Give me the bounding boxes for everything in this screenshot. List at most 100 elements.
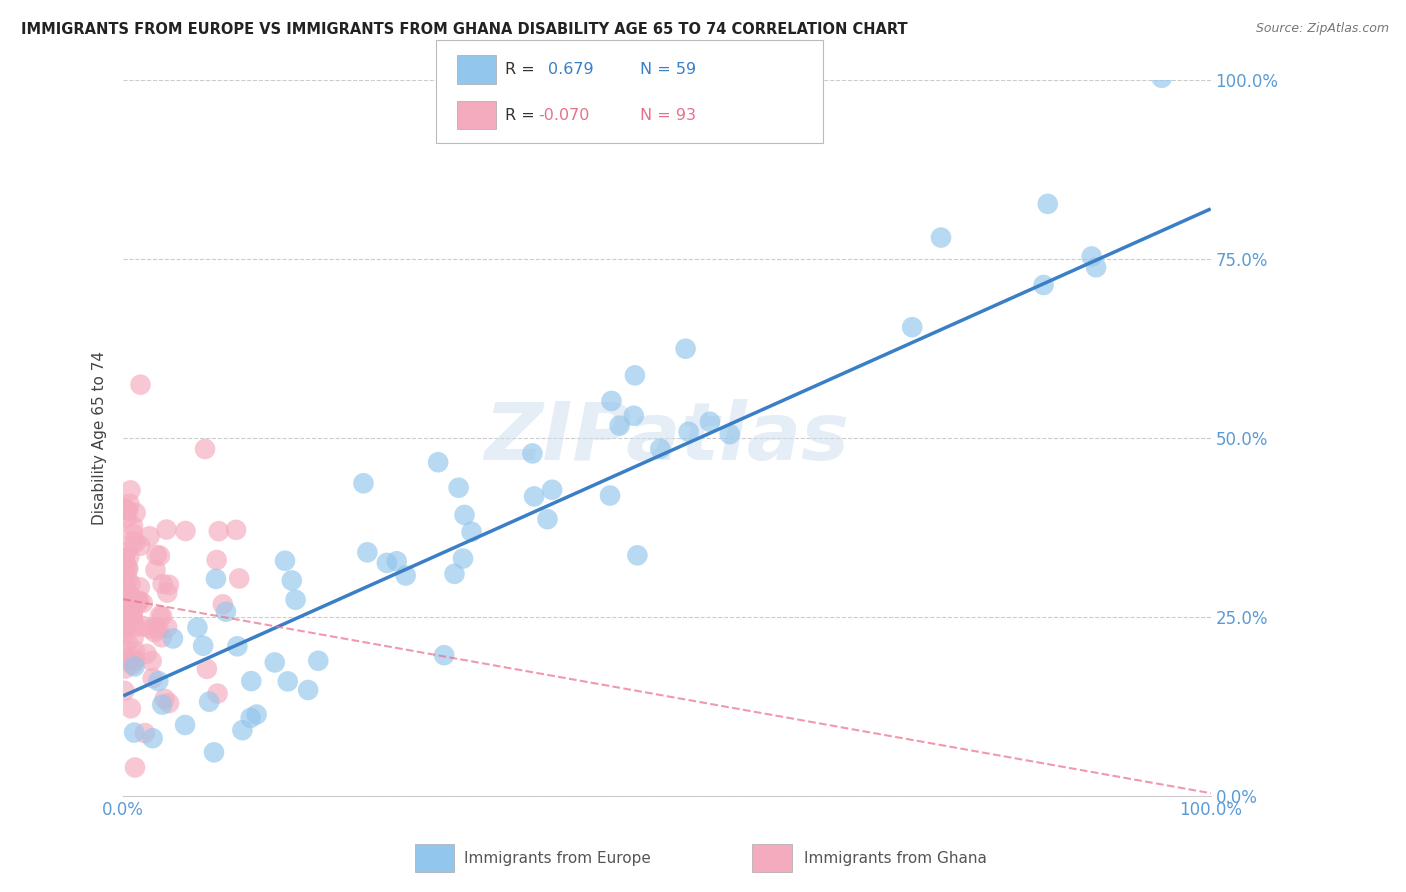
Point [207,687,229,701]
Point [120,483,142,498]
Text: IMMIGRANTS FROM EUROPE VS IMMIGRANTS FROM GHANA DISABILITY AGE 65 TO 74 CORRELAT: IMMIGRANTS FROM EUROPE VS IMMIGRANTS FRO… [21,22,908,37]
Point [718,427,741,442]
Text: N = 59: N = 59 [640,62,696,77]
Point [541,483,564,497]
Point [1085,260,1108,275]
Point [150,609,173,624]
Point [215,605,238,619]
Point [118,549,141,564]
Point [149,549,172,563]
Point [135,647,157,661]
Point [427,455,450,469]
Point [112,683,135,698]
Text: R =: R = [505,62,534,77]
Point [129,377,152,392]
Point [117,573,139,587]
Point [124,506,146,520]
Point [191,639,214,653]
Point [536,512,558,526]
Point [115,558,138,573]
Point [112,563,135,577]
Point [162,632,184,646]
Text: Immigrants from Europe: Immigrants from Europe [464,851,651,865]
Point [228,572,250,586]
Point [142,731,165,746]
Point [122,725,145,739]
Point [115,503,138,517]
Point [623,409,645,423]
Point [599,489,621,503]
Point [132,619,155,633]
Text: Immigrants from Ghana: Immigrants from Ghana [804,851,987,865]
Point [112,501,135,516]
Text: Source: ZipAtlas.com: Source: ZipAtlas.com [1256,22,1389,36]
Point [208,524,231,538]
Point [115,620,138,634]
Point [157,578,180,592]
Point [609,418,631,433]
Point [239,711,262,725]
Point [156,585,179,599]
Point [149,608,172,623]
Text: 0.679: 0.679 [548,62,593,77]
Point [114,662,136,676]
Point [1032,277,1054,292]
Point [277,674,299,689]
Point [115,607,138,621]
Point [1080,250,1102,264]
Point [124,536,146,550]
Point [122,650,145,665]
Point [195,662,218,676]
Point [138,529,160,543]
Point [121,613,143,627]
Point [150,698,173,712]
Point [117,562,139,576]
Point [115,545,138,559]
Point [114,581,136,595]
Point [112,552,135,566]
Point [120,577,142,591]
Point [114,611,136,625]
Point [198,695,221,709]
Point [118,497,141,511]
Point [174,718,197,732]
Point [141,654,163,668]
Point [142,671,165,685]
Point [281,574,304,588]
Point [650,442,672,456]
Point [194,442,217,456]
Point [112,570,135,584]
Point [124,659,146,673]
Point [1150,70,1173,85]
Point [274,554,297,568]
Point [624,368,647,383]
Point [205,572,228,586]
Point [122,526,145,541]
Point [226,640,249,654]
Point [433,648,456,662]
Point [114,557,136,571]
Point [443,566,465,581]
Point [174,524,197,538]
Point [523,490,546,504]
Text: -0.070: -0.070 [538,108,591,122]
Point [453,508,475,522]
Point [139,622,162,636]
Point [231,723,253,738]
Point [148,622,170,636]
Point [202,745,225,759]
Point [121,607,143,621]
Point [129,539,152,553]
Point [297,683,319,698]
Point [186,620,208,634]
Point [128,580,150,594]
Point [522,446,544,460]
Point [263,656,285,670]
Point [114,597,136,611]
Point [145,563,167,577]
Point [124,644,146,658]
Point [225,523,247,537]
Point [115,620,138,634]
Point [112,627,135,641]
Y-axis label: Disability Age 65 to 74: Disability Age 65 to 74 [93,351,107,525]
